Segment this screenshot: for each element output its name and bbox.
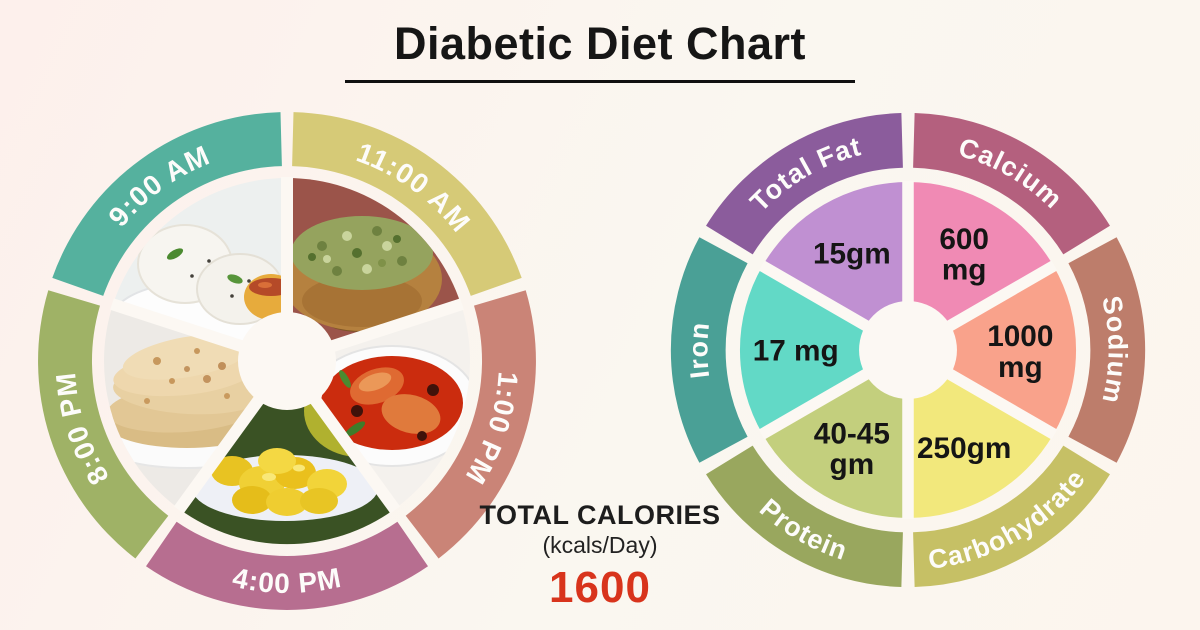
meal-wheel-hub	[238, 312, 336, 410]
title-underline	[345, 80, 855, 83]
nutrient-value-iron: 17 mg	[753, 335, 839, 368]
meal-ring-segment-jackfruit	[146, 521, 428, 610]
nutrient-slice-iron	[739, 266, 908, 434]
nutrient-value-sodium: 1000 mg	[987, 320, 1053, 384]
header: Diabetic Diet Chart	[0, 0, 1200, 83]
calories-unit-label: (kcals/Day)	[542, 532, 658, 558]
nutrient-wheel-hub	[859, 301, 957, 399]
nutrient-ring-segment-iron	[670, 237, 748, 463]
meal-ring-segment-fish-curry	[405, 290, 536, 559]
nutrient-slice-carbohydrate	[908, 350, 1054, 518]
meal-ring-segment-roti	[38, 290, 169, 559]
nutrient-slice-sodium	[908, 266, 1077, 434]
nutrient-value-total-fat: 15gm	[813, 237, 891, 270]
nutrient-value-calcium: 600 mg	[939, 223, 989, 287]
total-calories-label: TOTAL CALORIES	[479, 500, 721, 530]
nutrient-ring-segment-sodium	[1068, 237, 1146, 463]
nutrient-value-protein: 40-45 gm	[814, 417, 890, 481]
meal-ring-segment-sprouted-moong	[292, 112, 522, 296]
nutrient-slice-total-fat	[762, 182, 908, 350]
page-title: Diabetic Diet Chart	[393, 18, 807, 69]
nutrient-slice-protein	[762, 350, 908, 518]
nutrient-ring-segment-calcium	[913, 112, 1110, 255]
nutrient-ring-segment-total-fat	[706, 112, 903, 255]
nutrient-ring-segment-protein	[706, 445, 903, 588]
nutrient-value-carbohydrate: 250gm	[917, 432, 1011, 465]
meal-ring-segment-idli-sambar	[52, 112, 282, 296]
meal-time-label: 4:00 PM	[230, 562, 344, 599]
nutrient-slice-calcium	[908, 182, 1054, 350]
nutrient-ring-segment-carbohydrate	[913, 445, 1110, 588]
calories-value: 1600	[549, 563, 651, 612]
meal-schedule-wheel: 9:00 AM 11:00 AM1:00 PM4:00 PM8:00 PM	[38, 112, 536, 610]
nutrient-name-label: Iron	[683, 320, 715, 380]
total-calories-block: TOTAL CALORIES (kcals/Day) 1600	[450, 500, 750, 613]
